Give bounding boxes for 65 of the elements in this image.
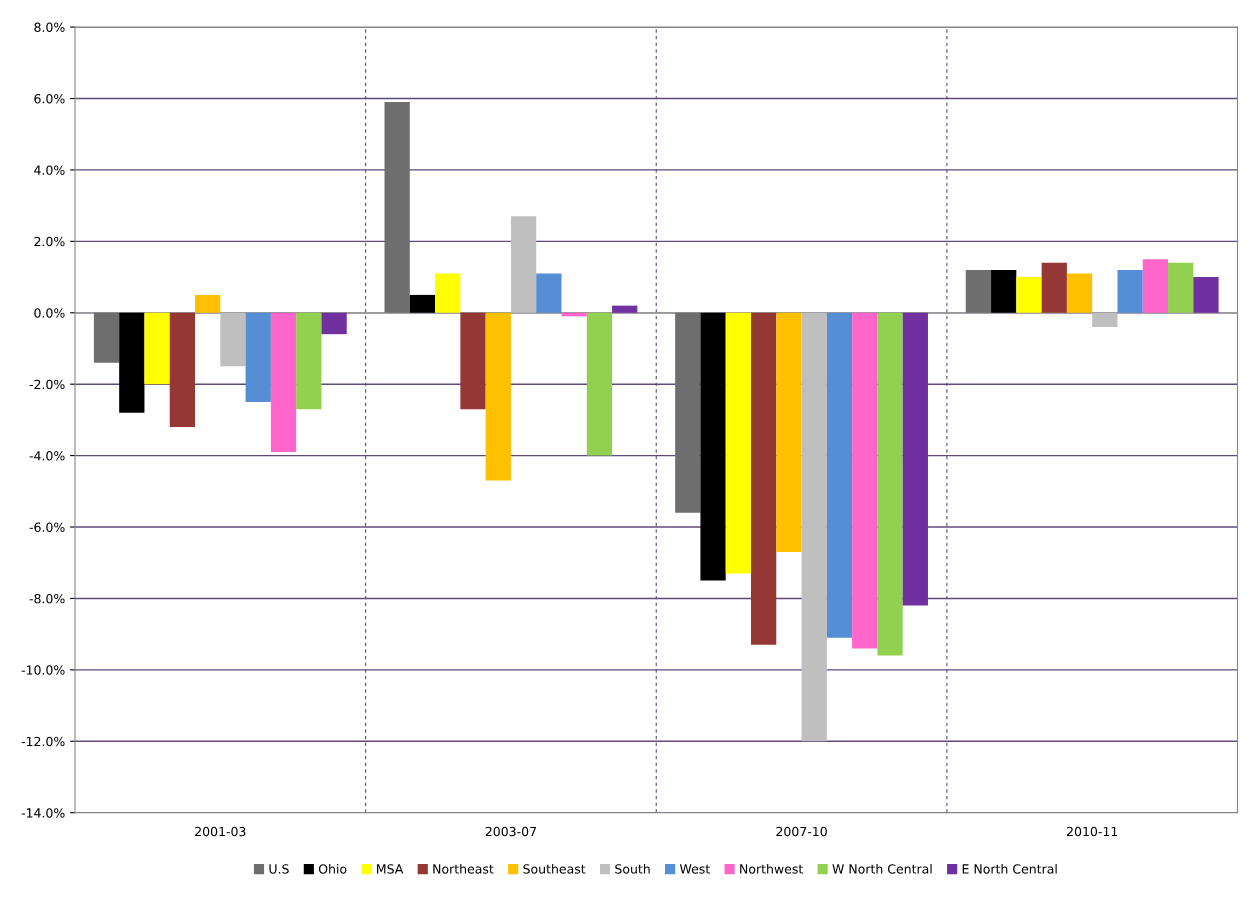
- bar: [902, 312, 928, 606]
- bar: [1117, 269, 1143, 313]
- legend-label: Ohio: [318, 863, 347, 874]
- bar: [510, 216, 537, 313]
- y-tick-label: -2.0%: [29, 379, 65, 390]
- bar: [169, 312, 196, 428]
- bar: [245, 312, 271, 403]
- y-tick-label: 2.0%: [34, 236, 65, 247]
- bar: [1092, 312, 1118, 328]
- bar: [852, 312, 878, 649]
- bar: [1168, 262, 1194, 313]
- legend-label: U.S: [269, 864, 289, 874]
- bar: [384, 102, 410, 313]
- y-tick-label: -8.0%: [29, 593, 65, 604]
- bar: [536, 273, 562, 313]
- y-tick-label: -12.0%: [21, 736, 65, 747]
- bar: [826, 312, 853, 638]
- legend-label: Northwest: [740, 863, 803, 874]
- legend-label: W North Central: [832, 863, 932, 874]
- bar: [460, 312, 486, 410]
- bar: [801, 312, 827, 742]
- bar: [725, 312, 751, 574]
- bar: [1193, 277, 1219, 313]
- legend-label: South: [615, 863, 650, 874]
- bar: [485, 312, 511, 481]
- bar: [700, 312, 726, 581]
- legend-label: Southeast: [523, 863, 586, 874]
- bar: [409, 294, 436, 313]
- bar: [1066, 273, 1093, 313]
- y-tick-label: 0.0%: [34, 308, 65, 318]
- legend-label: West: [679, 864, 710, 874]
- bar: [877, 312, 903, 656]
- bar: [144, 312, 170, 385]
- x-tick-label: 2001-03: [195, 826, 246, 837]
- legend-label: Northeast: [433, 863, 494, 874]
- bar: [296, 312, 322, 410]
- bar: [321, 312, 347, 335]
- bar: [612, 305, 638, 313]
- x-tick-label: 2003-07: [485, 826, 536, 837]
- bar: [435, 273, 461, 313]
- y-tick-label: 8.0%: [34, 22, 65, 33]
- y-tick-label: -14.0%: [21, 808, 65, 818]
- bar: [776, 312, 802, 553]
- y-tick-label: -4.0%: [29, 451, 65, 461]
- bar: [270, 312, 297, 453]
- bar: [195, 294, 221, 313]
- bar: [1041, 262, 1067, 313]
- bar: [965, 269, 992, 313]
- y-tick-label: -10.0%: [21, 665, 65, 675]
- bar: [119, 312, 145, 413]
- bar: [675, 312, 701, 513]
- bar: [991, 269, 1017, 313]
- bar: [750, 312, 777, 645]
- bar: [1016, 277, 1042, 313]
- x-tick-label: 2007-10: [776, 826, 827, 837]
- legend-label: MSA: [377, 864, 404, 874]
- bar: [1142, 259, 1169, 313]
- y-tick-label: 6.0%: [34, 93, 65, 104]
- bar: [220, 312, 246, 367]
- bar: [586, 312, 613, 456]
- y-tick-label: -6.0%: [29, 522, 65, 532]
- x-tick-label: 2010-11: [1066, 826, 1118, 837]
- bar: [93, 312, 120, 363]
- legend-label: E North Central: [962, 863, 1057, 874]
- y-tick-label: 4.0%: [34, 165, 65, 175]
